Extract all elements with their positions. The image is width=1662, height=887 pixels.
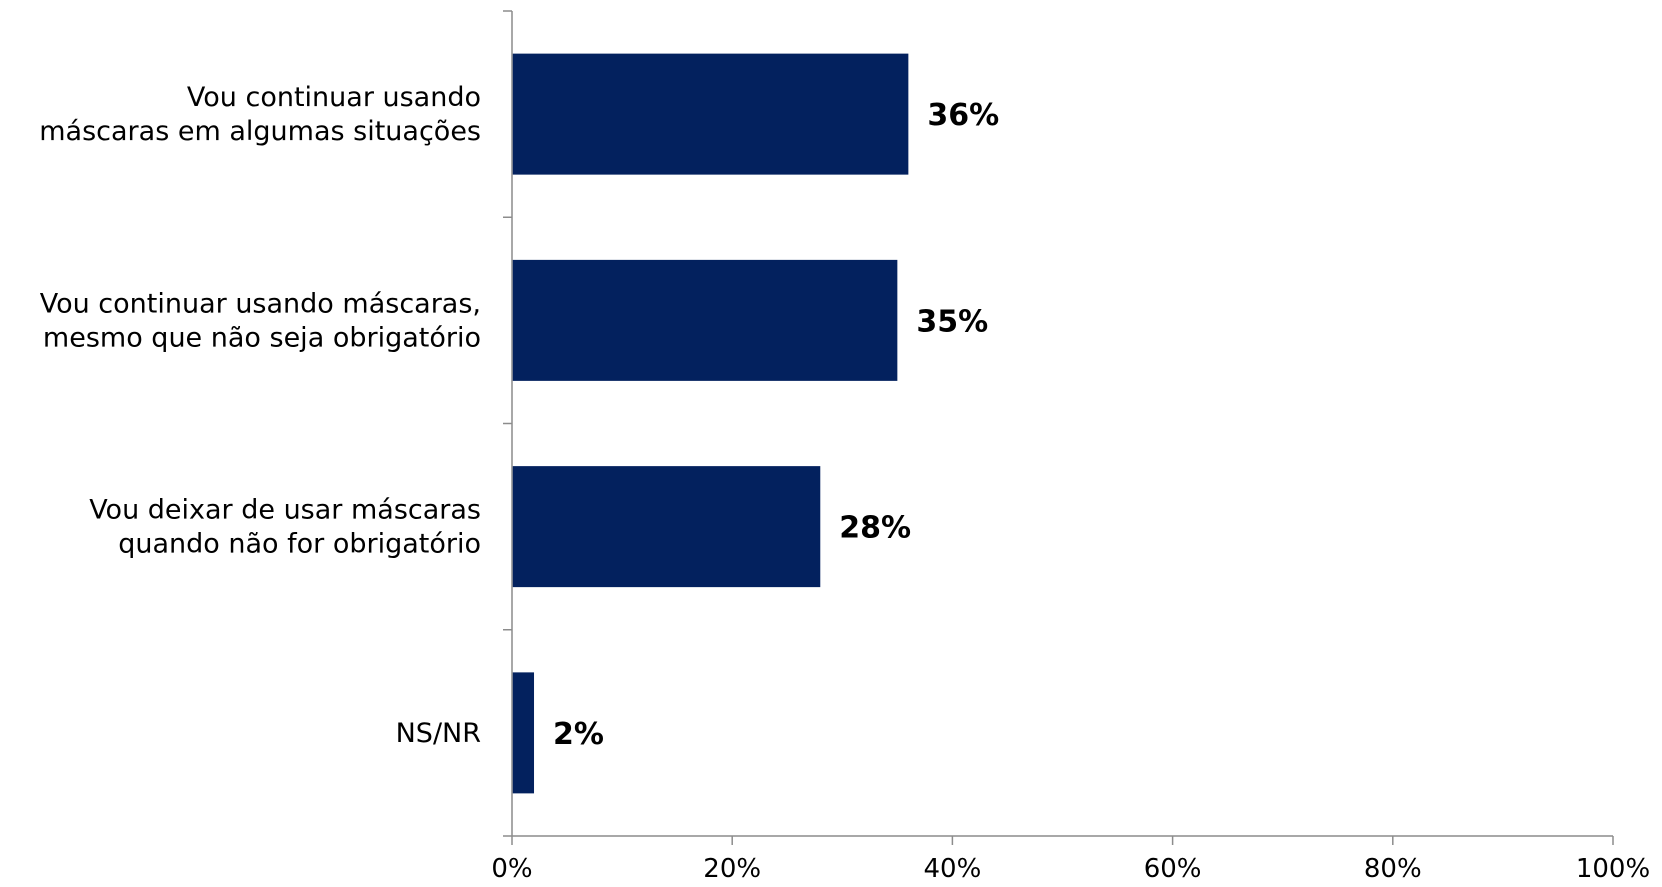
- x-tick-label: 40%: [924, 854, 982, 884]
- data-label: 35%: [916, 304, 988, 339]
- bar: [512, 53, 909, 175]
- x-tick-label: 100%: [1576, 854, 1650, 884]
- data-label: 28%: [839, 511, 911, 546]
- x-tick-label: 20%: [703, 854, 761, 884]
- x-tick-label: 60%: [1144, 854, 1202, 884]
- bar: [512, 259, 898, 381]
- data-labels: 36% 35% 28% 2%: [553, 98, 999, 752]
- bar: [512, 672, 535, 794]
- category-label: Vou continuar usando máscaras, mesmo que …: [40, 288, 481, 353]
- chart-bars: [512, 53, 909, 794]
- data-label: 36%: [927, 98, 999, 133]
- x-tick-label: 0%: [491, 854, 532, 884]
- x-tick-labels: 0% 20% 40% 60% 80% 100%: [491, 854, 1650, 884]
- x-tick-label: 80%: [1364, 854, 1422, 884]
- category-label: Vou deixar de usar máscaras quando não fo…: [89, 495, 481, 560]
- category-label: NS/NR: [396, 718, 481, 749]
- bar: [512, 466, 821, 588]
- category-label: Vou continuar usando máscaras em algumas …: [39, 82, 481, 147]
- chart-axes: [503, 10, 1614, 845]
- category-labels: Vou continuar usando máscaras em algumas …: [39, 82, 481, 749]
- data-label: 2%: [553, 717, 604, 752]
